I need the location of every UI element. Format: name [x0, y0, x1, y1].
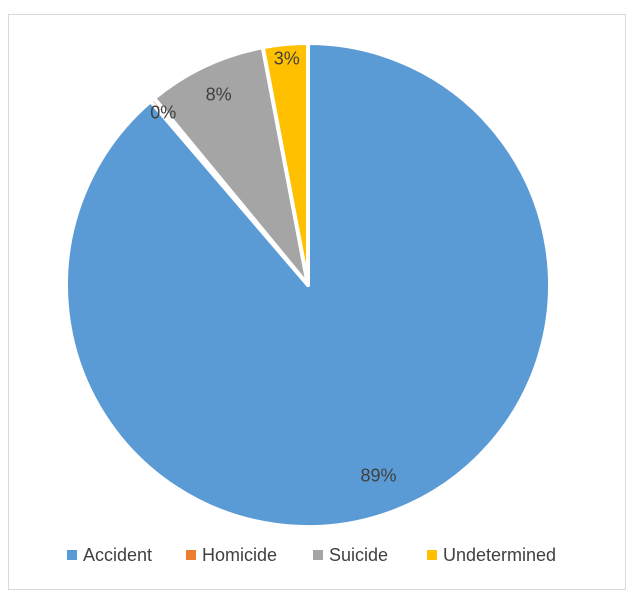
legend-item-undetermined: Undetermined: [427, 545, 556, 565]
data-label-undetermined: 3%: [274, 49, 300, 69]
legend-label-suicide: Suicide: [329, 545, 388, 565]
pie-slice-suicide: [152, 45, 310, 287]
data-label-accident: 89%: [360, 466, 396, 486]
data-label-suicide: 8%: [206, 84, 232, 104]
legend-label-homicide: Homicide: [202, 545, 277, 565]
data-labels: 89% 0% 8% 3%: [150, 49, 396, 486]
legend-label-accident: Accident: [83, 545, 152, 565]
legend-swatch-homicide: [186, 550, 196, 560]
pie-slices: [64, 41, 552, 529]
legend: Accident Homicide Suicide Undetermined: [67, 545, 556, 565]
legend-item-homicide: Homicide: [186, 545, 277, 565]
legend-label-undetermined: Undetermined: [443, 545, 556, 565]
legend-swatch-suicide: [313, 550, 323, 560]
data-label-homicide: 0%: [150, 103, 176, 123]
pie-slice-undetermined: [260, 41, 310, 287]
legend-swatch-accident: [67, 550, 77, 560]
legend-item-accident: Accident: [67, 545, 152, 565]
legend-item-suicide: Suicide: [313, 545, 388, 565]
legend-swatch-undetermined: [427, 550, 437, 560]
